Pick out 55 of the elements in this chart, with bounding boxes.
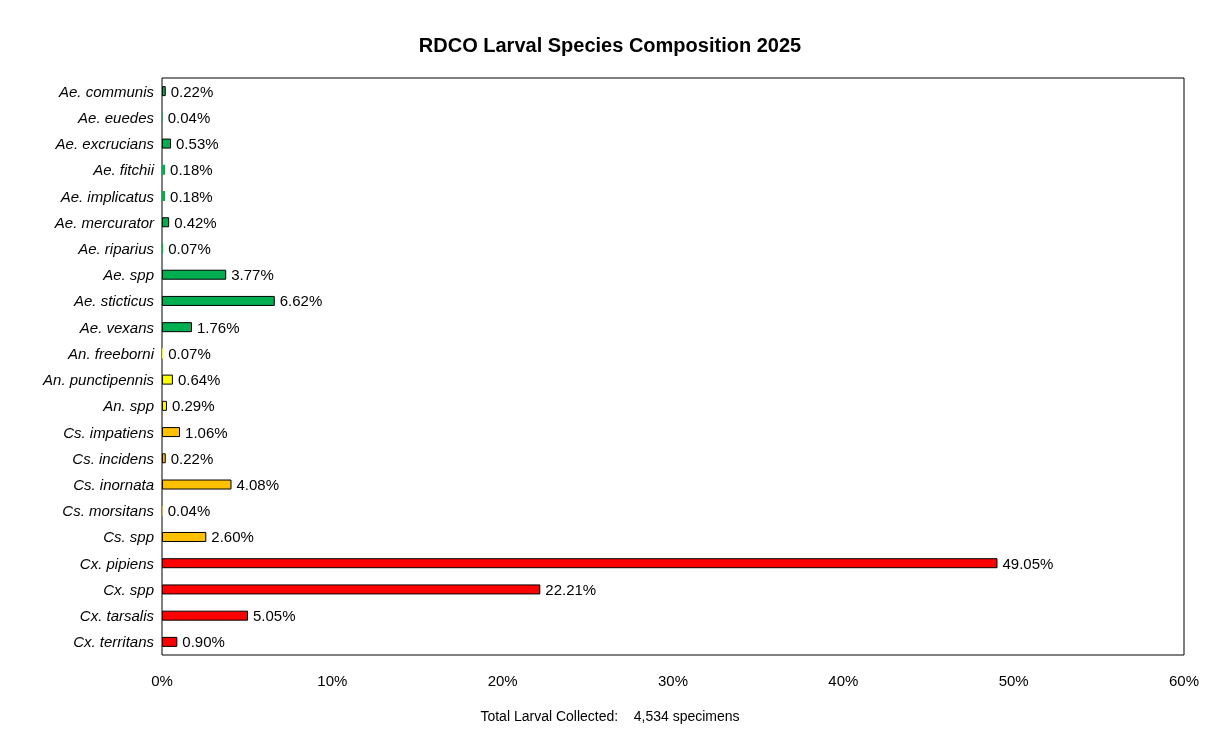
y-tick-label: An. spp [102, 397, 154, 415]
data-label: 0.90% [182, 633, 225, 651]
x-tick-label: 30% [657, 672, 689, 689]
y-tick-label: Ae. fitchii [92, 161, 155, 179]
data-label: 0.04% [167, 108, 211, 126]
y-tick-label: Cs. inornata [73, 476, 154, 494]
data-label: 49.05% [1002, 554, 1054, 572]
y-tick-label: Cx. pipiens [79, 554, 155, 572]
y-tick-label: Ae. implicatus [59, 187, 155, 205]
data-label: 0.29% [171, 397, 215, 415]
y-tick-label: Cx. territans [73, 633, 155, 651]
x-tick-label: 50% [998, 672, 1029, 689]
data-label: 0.18% [170, 161, 213, 179]
bar [162, 164, 166, 175]
text: Total Larval Collected: 4,534 specimens [480, 708, 740, 724]
data-label: 0.64% [177, 371, 221, 389]
x-tick-label: 20% [487, 672, 518, 689]
y-tick-label: Ae. communis [57, 82, 155, 100]
y-tick-label: An. punctipennis [42, 371, 155, 389]
y-tick-label: Ae. mercurator [53, 213, 155, 231]
y-tick-label: An. freeborni [67, 344, 155, 362]
data-label: 0.53% [176, 135, 219, 153]
data-label: 0.42% [174, 213, 217, 231]
chart-title: RDCO Larval Species Composition 2025 [418, 34, 802, 56]
data-label: 0.07% [168, 239, 211, 257]
y-tick-label: Ae. sticticus [72, 292, 155, 310]
x-tick-label: 0% [151, 672, 173, 689]
y-tick-label: Ae. excrucians [54, 135, 155, 153]
y-tick-label: Cs. morsitans [62, 502, 155, 520]
data-label: 0.07% [168, 344, 211, 362]
data-label: 0.22% [170, 449, 214, 467]
y-tick-label: Cx. tarsalis [79, 607, 155, 625]
data-label: 2.60% [211, 528, 254, 546]
data-label: 1.06% [185, 423, 228, 441]
data-label: 6.62% [279, 292, 323, 310]
data-label: 5.05% [253, 607, 296, 625]
y-tick-label: Cs. spp [103, 528, 154, 546]
x-tick-label: 10% [317, 672, 348, 689]
bar [162, 191, 166, 202]
data-label: 4.08% [236, 476, 280, 494]
data-label: 0.22% [170, 82, 214, 100]
y-tick-label: Cs. impatiens [63, 423, 155, 441]
data-label: 22.21% [545, 580, 597, 598]
y-tick-label: Cx. spp [103, 580, 154, 598]
y-tick-label: Ae. riparius [77, 239, 155, 257]
x-tick-label: 60% [1168, 672, 1200, 689]
data-label: 0.18% [170, 187, 213, 205]
y-tick-label: Ae. vexans [78, 318, 155, 336]
y-tick-label: Cs. incidens [72, 449, 155, 467]
x-tick-label: 40% [828, 672, 859, 689]
y-tick-label: Ae. spp [102, 266, 154, 284]
data-label: 3.77% [231, 266, 274, 284]
y-tick-label: Ae. euedes [77, 108, 155, 126]
data-label: 1.76% [196, 318, 240, 336]
data-label: 0.04% [167, 502, 211, 520]
